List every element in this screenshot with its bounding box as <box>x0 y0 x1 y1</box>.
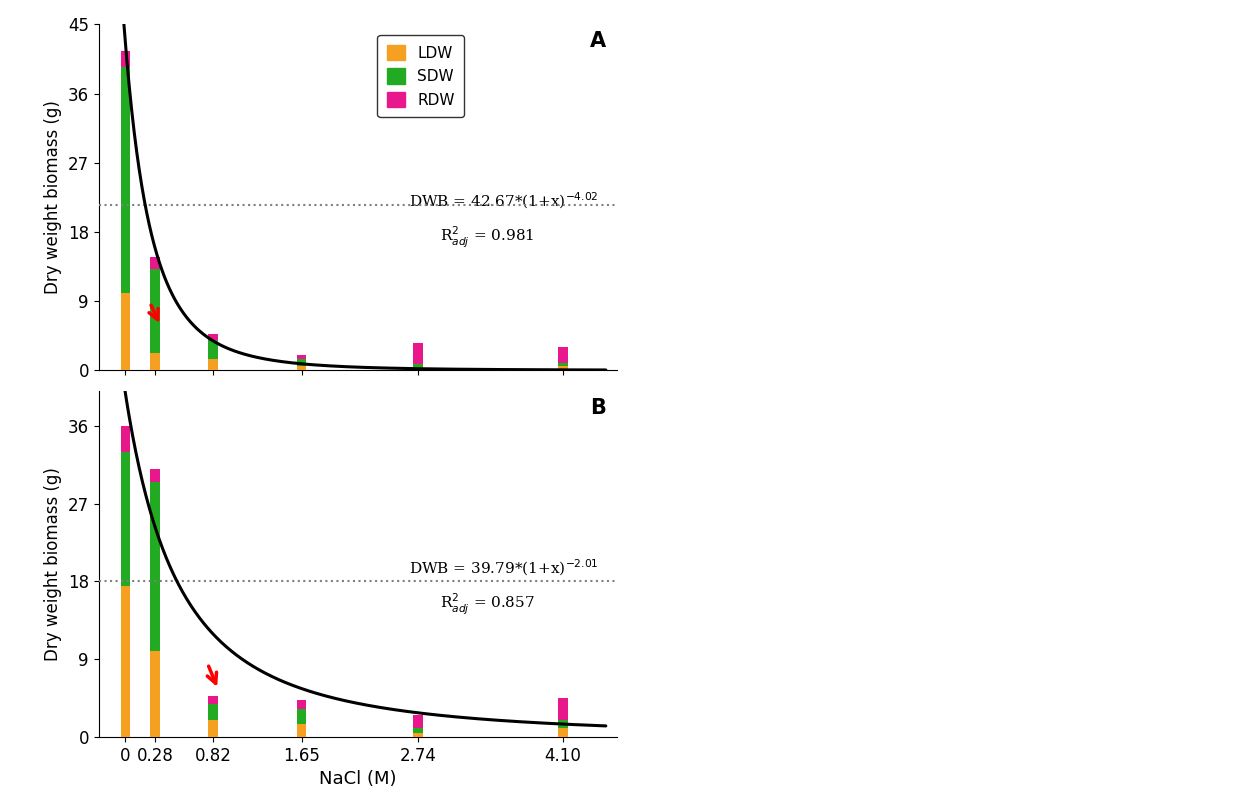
Bar <box>297 709 306 724</box>
Bar <box>208 339 218 359</box>
Bar <box>559 363 568 366</box>
Bar <box>297 724 306 737</box>
Bar <box>121 66 131 293</box>
Bar <box>297 359 306 366</box>
Legend: LDW, SDW, RDW: LDW, SDW, RDW <box>377 36 464 117</box>
X-axis label: NaCl (M): NaCl (M) <box>319 770 396 788</box>
Bar <box>208 359 218 370</box>
Bar <box>413 364 423 367</box>
Text: A: A <box>591 32 607 51</box>
Bar <box>559 698 568 720</box>
Bar <box>297 700 306 709</box>
Bar <box>297 355 306 359</box>
Bar <box>413 343 423 364</box>
Text: DWB = 39.79*(1+x)$^{-2.01}$: DWB = 39.79*(1+x)$^{-2.01}$ <box>409 557 599 578</box>
Text: B: B <box>591 398 607 418</box>
Bar <box>121 51 131 66</box>
Bar <box>559 347 568 363</box>
Bar <box>208 720 218 737</box>
Bar <box>208 696 218 704</box>
Bar <box>413 715 423 728</box>
Text: R$^2_{adj}$ = 0.857: R$^2_{adj}$ = 0.857 <box>440 592 535 617</box>
Bar <box>413 728 423 733</box>
Text: R$^2_{adj}$ = 0.981: R$^2_{adj}$ = 0.981 <box>440 225 535 250</box>
Bar <box>150 353 160 370</box>
Text: DWB = 42.67*(1+x)$^{-4.02}$: DWB = 42.67*(1+x)$^{-4.02}$ <box>409 190 599 211</box>
Bar <box>150 650 160 737</box>
Bar <box>121 293 131 370</box>
Bar <box>208 335 218 339</box>
Bar <box>121 452 131 586</box>
Bar <box>208 704 218 720</box>
Bar <box>150 482 160 650</box>
Y-axis label: Dry weight biomass (g): Dry weight biomass (g) <box>44 100 62 294</box>
Bar <box>559 728 568 737</box>
Bar <box>297 366 306 370</box>
Bar <box>559 366 568 370</box>
Bar <box>150 269 160 353</box>
Bar <box>121 426 131 452</box>
Bar <box>559 720 568 728</box>
Bar <box>150 469 160 482</box>
Bar <box>413 367 423 370</box>
Y-axis label: Dry weight biomass (g): Dry weight biomass (g) <box>44 467 62 661</box>
Bar <box>413 733 423 737</box>
Bar <box>150 258 160 269</box>
Bar <box>121 586 131 737</box>
